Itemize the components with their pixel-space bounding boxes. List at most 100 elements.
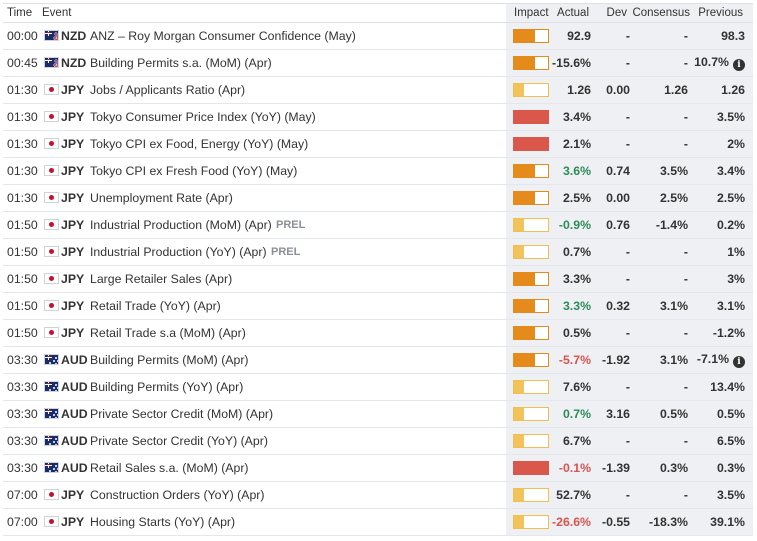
table-row[interactable]: 01:30 JPY Unemployment Rate (Apr) 2.5% 0.00 2…: [3, 185, 753, 212]
previous-cell: 3.5%: [717, 488, 745, 502]
previous-cell: 0.3%: [717, 461, 745, 475]
impact-meter: [513, 245, 549, 259]
info-icon[interactable]: i: [733, 356, 745, 368]
event-name[interactable]: Tokyo CPI ex Food, Energy (YoY) (May): [90, 137, 309, 151]
event-name[interactable]: Industrial Production (YoY) (Apr): [90, 245, 267, 259]
consensus-value: -: [683, 488, 688, 502]
header-time[interactable]: Time: [7, 7, 33, 19]
jp-flag-icon: [44, 165, 59, 176]
table-row[interactable]: 03:30 AUD Private Sector Credit (MoM) (Apr…: [3, 401, 753, 428]
currency-code: JPY: [61, 110, 85, 124]
table-row[interactable]: 07:00 JPY Construction Orders (YoY) (Apr) 5…: [3, 482, 753, 509]
impact-fill: [514, 84, 524, 96]
au-flag-icon: [44, 408, 59, 419]
table-row[interactable]: 07:00 JPY Housing Starts (YoY) (Apr) -26.6%…: [3, 509, 753, 536]
table-row[interactable]: 01:30 JPY Tokyo CPI ex Food, Energy (YoY) …: [3, 131, 753, 158]
impact-fill: [514, 165, 536, 177]
header-impact[interactable]: Impact: [514, 7, 549, 19]
event-name[interactable]: ANZ – Roy Morgan Consumer Confidence (Ma…: [90, 29, 356, 43]
consensus-value: 1.26: [664, 83, 688, 97]
previous-cell: 39.1%: [710, 515, 745, 529]
table-row[interactable]: 01:50 JPY Industrial Production (MoM) (Apr…: [3, 212, 753, 239]
actual-value: -5.7%: [558, 353, 591, 367]
header-event[interactable]: Event: [42, 7, 72, 19]
event-name[interactable]: Unemployment Rate (Apr): [90, 191, 233, 205]
currency-code: AUD: [61, 380, 88, 394]
impact-meter: [513, 29, 549, 43]
event-name[interactable]: Housing Starts (YoY) (Apr): [90, 515, 236, 529]
previous-cell: 98.3: [721, 29, 745, 43]
event-time: 00:45: [7, 56, 38, 70]
event-time: 03:30: [7, 461, 38, 475]
event-name[interactable]: Private Sector Credit (MoM) (Apr): [90, 407, 274, 421]
previous-value: 3%: [727, 272, 745, 286]
table-row[interactable]: 01:50 JPY Retail Trade s.a (MoM) (Apr) 0.5%…: [3, 320, 753, 347]
header-previous[interactable]: Previous: [698, 7, 743, 19]
event-name[interactable]: Retail Trade (YoY) (Apr): [90, 299, 221, 313]
deviation-value: -: [625, 380, 630, 394]
consensus-value: -: [683, 110, 688, 124]
previous-cell: 3.5%: [717, 110, 745, 124]
currency-code: JPY: [61, 191, 85, 205]
previous-value: 0.5%: [716, 407, 745, 421]
deviation-value: -: [625, 245, 630, 259]
table-row[interactable]: 01:50 JPY Industrial Production (YoY) (Apr…: [3, 239, 753, 266]
economic-calendar-table: Time Event Impact Actual Dev Consensus P…: [3, 3, 753, 536]
table-row[interactable]: 01:50 JPY Retail Trade (YoY) (Apr) 3.3% 0.32…: [3, 293, 753, 320]
currency-code: JPY: [61, 272, 85, 286]
table-row[interactable]: 01:30 JPY Tokyo Consumer Price Index (YoY)…: [3, 104, 753, 131]
table-row[interactable]: 00:45 NZD Building Permits s.a. (MoM) (Apr…: [3, 50, 753, 77]
event-name[interactable]: Building Permits (MoM) (Apr): [90, 353, 249, 367]
event-name[interactable]: Tokyo Consumer Price Index (YoY) (May): [90, 110, 316, 124]
jp-flag-icon: [44, 516, 59, 527]
table-row[interactable]: 03:30 AUD Retail Sales s.a. (MoM) (Apr) -0.…: [3, 455, 753, 482]
header-actual[interactable]: Actual: [557, 7, 589, 19]
table-header: Time Event Impact Actual Dev Consensus P…: [3, 4, 753, 23]
deviation-value: -: [625, 326, 630, 340]
table-row[interactable]: 01:50 JPY Large Retailer Sales (Apr) 3.3% - -…: [3, 266, 753, 293]
event-time: 01:50: [7, 326, 38, 340]
deviation-value: 0.00: [606, 191, 630, 205]
prel-badge: PREL: [271, 246, 301, 258]
previous-value: 1%: [727, 245, 745, 259]
impact-fill: [514, 138, 548, 150]
table-row[interactable]: 01:30 JPY Jobs / Applicants Ratio (Apr) 1.2…: [3, 77, 753, 104]
table-row[interactable]: 03:30 AUD Private Sector Credit (YoY) (Apr…: [3, 428, 753, 455]
jp-flag-icon: [44, 84, 59, 95]
deviation-value: -1.92: [601, 353, 630, 367]
event-name[interactable]: Building Permits s.a. (MoM) (Apr): [90, 56, 272, 70]
previous-value: 98.3: [721, 29, 745, 43]
table-row[interactable]: 01:30 JPY Tokyo CPI ex Fresh Food (YoY) (M…: [3, 158, 753, 185]
actual-value: 52.7%: [556, 488, 591, 502]
impact-meter: [513, 218, 549, 232]
event-name[interactable]: Tokyo CPI ex Fresh Food (YoY) (May): [90, 164, 298, 178]
actual-value: 2.5%: [562, 191, 591, 205]
consensus-value: -: [683, 137, 688, 151]
event-name[interactable]: Retail Trade s.a (MoM) (Apr): [90, 326, 246, 340]
table-row[interactable]: 03:30 AUD Building Permits (MoM) (Apr) -5.7…: [3, 347, 753, 374]
previous-cell: 3%: [727, 272, 745, 286]
currency-code: JPY: [61, 164, 85, 178]
table-body: 00:00 NZD ANZ – Roy Morgan Consumer Confid…: [3, 23, 753, 536]
event-name[interactable]: Jobs / Applicants Ratio (Apr): [90, 83, 246, 97]
header-dev[interactable]: Dev: [606, 7, 627, 19]
previous-cell: 0.5%: [717, 407, 745, 421]
actual-value: -0.9%: [558, 218, 591, 232]
table-row[interactable]: 00:00 NZD ANZ – Roy Morgan Consumer Confid…: [3, 23, 753, 50]
event-name[interactable]: Building Permits (YoY) (Apr): [90, 380, 244, 394]
previous-value: 6.5%: [716, 434, 745, 448]
event-name[interactable]: Private Sector Credit (YoY) (Apr): [90, 434, 268, 448]
deviation-value: -: [625, 137, 630, 151]
previous-cell: 10.7% i: [694, 55, 745, 71]
table-row[interactable]: 03:30 AUD Building Permits (YoY) (Apr) 7.6%…: [3, 374, 753, 401]
prel-badge: PREL: [276, 219, 306, 231]
event-name[interactable]: Construction Orders (YoY) (Apr): [90, 488, 265, 502]
info-icon[interactable]: i: [733, 59, 745, 71]
header-consensus[interactable]: Consensus: [632, 7, 690, 19]
event-name[interactable]: Industrial Production (MoM) (Apr): [90, 218, 272, 232]
event-name[interactable]: Large Retailer Sales (Apr): [90, 272, 233, 286]
previous-value: 2%: [727, 137, 745, 151]
previous-cell: 3.1%: [717, 299, 745, 313]
event-time: 01:50: [7, 218, 38, 232]
event-name[interactable]: Retail Sales s.a. (MoM) (Apr): [90, 461, 249, 475]
